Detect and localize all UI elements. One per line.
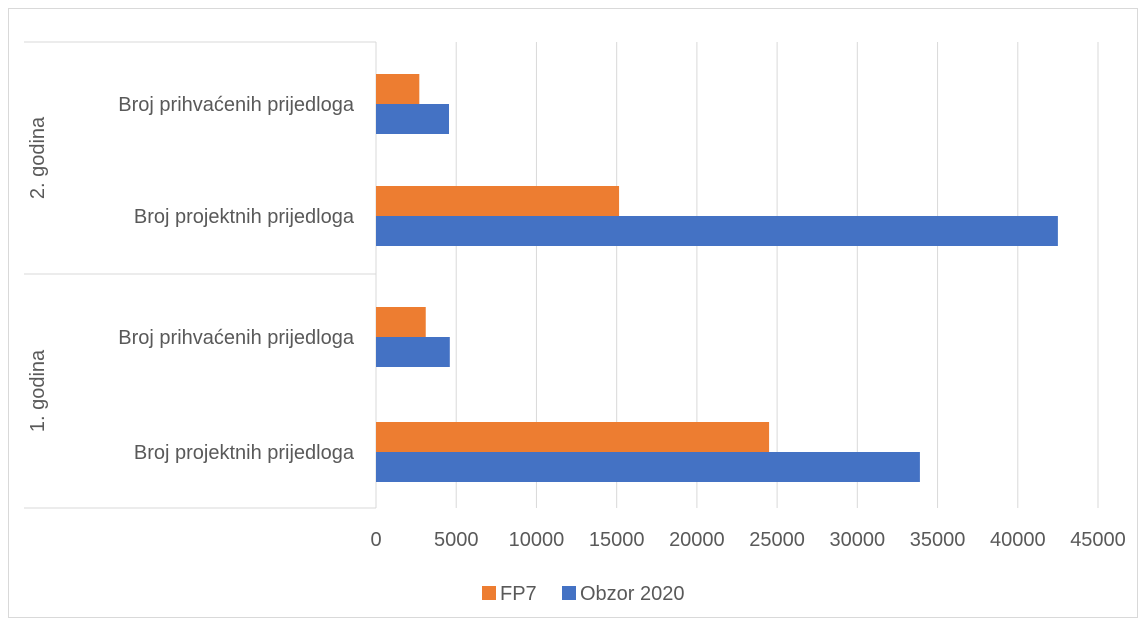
bar-obzor-2020 (376, 452, 920, 482)
bar-obzor-2020 (376, 337, 450, 367)
legend-label: Obzor 2020 (580, 583, 685, 605)
category-label: Broj projektnih prijedloga (134, 442, 355, 464)
group-label: 1. godina (27, 349, 49, 432)
bar-fp7 (376, 186, 620, 216)
x-axis-ticks: 0 5000 10000 15000 20000 25000 30000 35000 40000… (370, 529, 1125, 551)
x-tick-label: 20000 (669, 529, 725, 551)
bar-fp7 (376, 422, 770, 452)
category-label: Broj prihvaćenih prijedloga (118, 94, 355, 116)
x-tick-label: 40000 (990, 529, 1046, 551)
category-axis: 2. godina Broj prihvaćenih prijedloga Broj… (24, 41, 376, 509)
x-tick-label: 25000 (749, 529, 805, 551)
x-tick-label: 5000 (434, 529, 479, 551)
category-label: Broj prihvaćenih prijedloga (118, 327, 355, 349)
legend-label: FP7 (500, 583, 537, 605)
x-tick-label: 0 (370, 529, 381, 551)
chart-area (8, 8, 1138, 618)
legend-swatch (482, 586, 496, 600)
category-label: Broj projektnih prijedloga (134, 206, 355, 228)
bar-obzor-2020 (376, 104, 450, 134)
bar-fp7 (376, 74, 420, 104)
group-label: 2. godina (27, 116, 49, 199)
bar-fp7 (376, 307, 426, 337)
x-tick-label: 15000 (589, 529, 645, 551)
legend: FP7 Obzor 2020 (482, 583, 685, 605)
x-tick-label: 10000 (509, 529, 565, 551)
x-tick-label: 30000 (830, 529, 886, 551)
x-tick-label: 35000 (910, 529, 966, 551)
bars (376, 74, 1058, 482)
x-tick-label: 45000 (1070, 529, 1126, 551)
legend-swatch (562, 586, 576, 600)
bar-obzor-2020 (376, 216, 1058, 246)
